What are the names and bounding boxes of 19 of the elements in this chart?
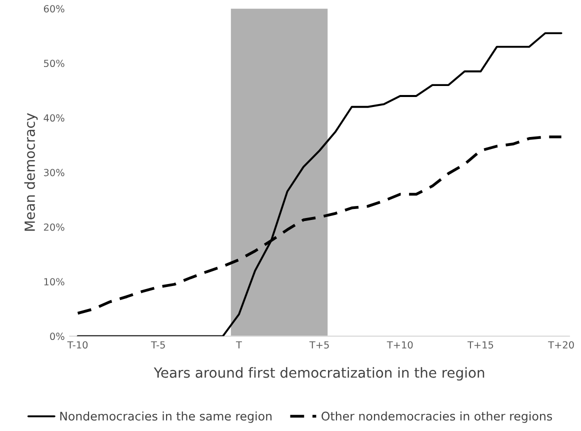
- y-tick-label: 10%: [44, 278, 64, 286]
- legend-label: Other nondemocracies in other regions: [322, 411, 552, 423]
- x-tick-label: T+10: [386, 341, 413, 349]
- x-tick-label: T-10: [67, 341, 88, 349]
- x-tick-label: T-5: [150, 341, 165, 349]
- y-tick-label: 60%: [44, 5, 64, 12]
- y-tick-label: 50%: [44, 60, 64, 68]
- x-tick-label: T+5: [309, 341, 329, 349]
- x-axis-title: Years around first democratization in the region: [154, 367, 484, 381]
- x-tick-label: T+20: [548, 341, 574, 349]
- y-tick-label: 30%: [44, 168, 64, 176]
- y-tick-label: 40%: [44, 114, 64, 122]
- legend-label: Nondemocracies in the same region: [60, 411, 272, 423]
- y-tick-label: 20%: [44, 223, 64, 231]
- y-tick-label: 0%: [50, 332, 64, 340]
- x-tick-label: T: [236, 341, 242, 348]
- line-series: [76, 32, 562, 336]
- y-axis-title: Mean democracy: [24, 113, 38, 231]
- x-tick-label: T+15: [467, 341, 494, 349]
